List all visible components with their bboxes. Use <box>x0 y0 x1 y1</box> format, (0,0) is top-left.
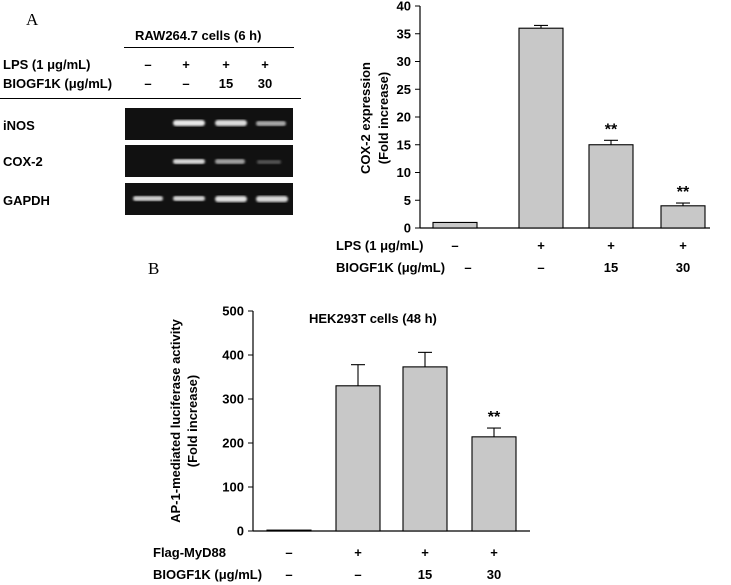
significance-label: ** <box>677 184 690 201</box>
lps-row-label: LPS (1 μg/mL) <box>3 57 91 72</box>
condition-value: – <box>464 260 471 275</box>
y-tick-label: 0 <box>404 221 411 236</box>
bar <box>432 221 478 229</box>
lps-val-3: + <box>222 57 230 72</box>
chart-a-ylabel-line2: (Fold increase) <box>376 72 391 164</box>
condition-value: – <box>354 567 361 582</box>
y-tick-label: 500 <box>222 304 244 319</box>
chart-a-ylabel: COX-2 expression (Fold increase) <box>358 62 391 174</box>
band-cox2-lane2 <box>173 159 205 164</box>
chart-b-ylabel-line2: (Fold increase) <box>185 375 200 467</box>
bar <box>266 529 312 532</box>
gel-inos <box>125 108 293 140</box>
bar <box>335 385 381 532</box>
y-tick-label: 20 <box>397 110 411 125</box>
condition-label: BIOGF1K (μg/mL) <box>336 260 445 275</box>
significance-label: ** <box>605 121 618 138</box>
band-gapdh-lane4 <box>256 196 288 202</box>
biogf1k-val-4: 30 <box>257 76 273 91</box>
chart-a-conditions: LPS (1 μg/mL) – + + +BIOGF1K (μg/mL) – –15 30 <box>336 238 690 275</box>
significance-label: ** <box>488 409 501 426</box>
band-gapdh-lane1 <box>133 196 163 201</box>
western-header-rule <box>124 47 294 48</box>
band-inos-lane3 <box>215 120 247 126</box>
band-label-cox2: COX-2 <box>3 154 43 169</box>
biogf1k-row-label: BIOGF1K (μg/mL) <box>3 76 113 91</box>
chart-b-ylabel-line1: AP-1-mediated luciferase activity <box>168 318 183 523</box>
condition-label: BIOGF1K (μg/mL) <box>153 567 262 582</box>
band-label-inos: iNOS <box>3 118 35 133</box>
condition-value: + <box>421 545 429 560</box>
y-tick-label: 30 <box>397 54 411 69</box>
band-gapdh-lane3 <box>215 196 247 202</box>
band-cox2-lane4 <box>257 160 281 164</box>
condition-value: – <box>285 567 292 582</box>
y-tick-label: 100 <box>222 480 244 495</box>
gel-gapdh <box>125 183 293 215</box>
band-inos-lane2 <box>173 120 205 126</box>
biogf1k-val-3: 15 <box>218 76 234 91</box>
condition-value: + <box>679 238 687 253</box>
chart-a-ylabel-line1: COX-2 expression <box>358 62 373 174</box>
condition-value: + <box>537 238 545 253</box>
band-cox2-lane3 <box>215 159 245 164</box>
condition-value: + <box>354 545 362 560</box>
biogf1k-val-1: – <box>144 76 152 91</box>
panel-a-letter: A <box>26 10 39 29</box>
chart-b-bars: ** <box>266 351 517 532</box>
condition-value: 30 <box>676 260 690 275</box>
condition-value: – <box>285 545 292 560</box>
y-tick-label: 400 <box>222 348 244 363</box>
y-tick-label: 35 <box>397 26 411 41</box>
y-tick-label: 25 <box>397 82 411 97</box>
bar <box>518 27 564 229</box>
condition-label: LPS (1 μg/mL) <box>336 238 423 253</box>
biogf1k-val-2: – <box>182 76 190 91</box>
lps-val-2: + <box>182 57 190 72</box>
y-tick-label: 40 <box>397 0 411 14</box>
panel-b-letter: B <box>148 259 160 278</box>
condition-value: + <box>490 545 498 560</box>
western-header: RAW264.7 cells (6 h) <box>135 28 262 43</box>
chart-b-conditions: Flag-MyD88 – + + + BIOGF1K (μg/mL) – – 15 30 <box>153 545 501 582</box>
condition-value: + <box>607 238 615 253</box>
condition-value: 15 <box>418 567 432 582</box>
lps-val-1: – <box>144 57 152 72</box>
lps-val-4: + <box>261 57 269 72</box>
condition-value: 15 <box>604 260 618 275</box>
bar <box>402 366 448 532</box>
condition-value: – <box>537 260 544 275</box>
band-label-gapdh: GAPDH <box>3 193 50 208</box>
y-tick-label: 300 <box>222 392 244 407</box>
band-inos-lane4 <box>256 121 286 126</box>
cox2-bar-chart: COX-2 expression (Fold increase) 0 5 10 15 2… <box>336 0 710 275</box>
condition-value: 30 <box>487 567 501 582</box>
band-gapdh-lane2 <box>173 196 205 201</box>
chart-a-bars: ** ** <box>432 24 706 229</box>
y-tick-label: 5 <box>404 193 411 208</box>
y-tick-label: 0 <box>237 524 244 539</box>
gel-cox2 <box>125 145 293 177</box>
y-tick-label: 200 <box>222 436 244 451</box>
condition-value: – <box>451 238 458 253</box>
condition-label: Flag-MyD88 <box>153 545 226 560</box>
y-tick-label: 10 <box>397 165 411 180</box>
y-tick-label: 15 <box>397 137 411 152</box>
bar <box>588 144 634 229</box>
western-row-rule <box>0 98 301 99</box>
bar <box>471 436 517 532</box>
chart-b-title: HEK293T cells (48 h) <box>309 311 437 326</box>
chart-b-ylabel: AP-1-mediated luciferase activity (Fold … <box>168 318 200 523</box>
